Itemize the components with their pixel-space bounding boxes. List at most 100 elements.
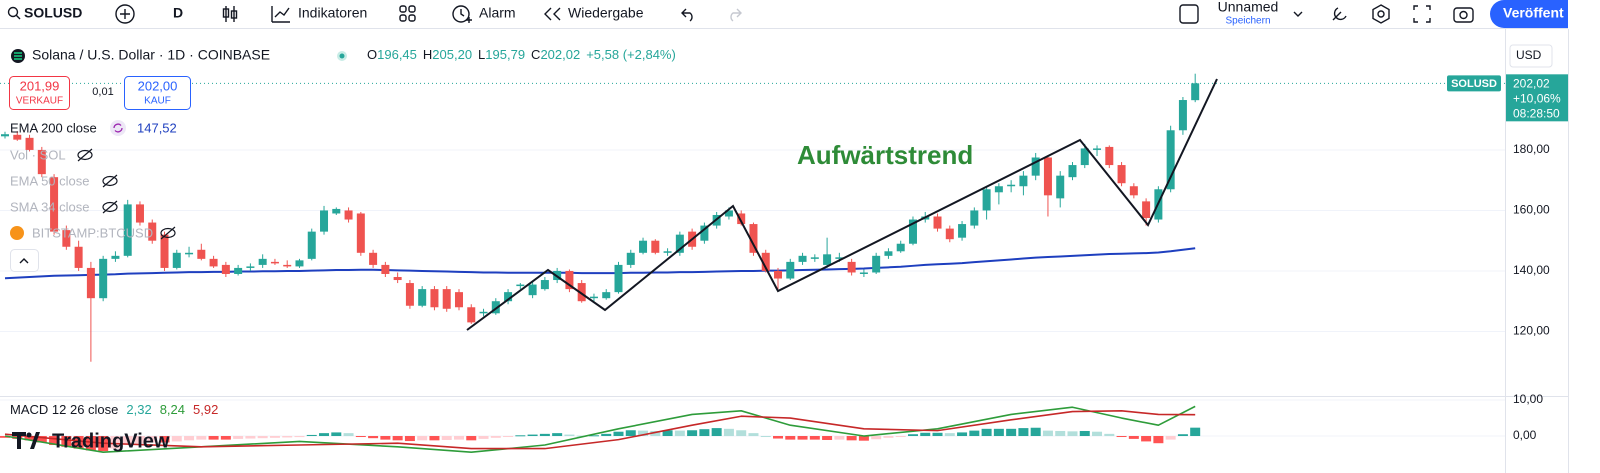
currency-button[interactable] xyxy=(1509,44,1553,68)
candle-body xyxy=(491,301,500,314)
currency[interactable]: USD xyxy=(1516,48,1542,62)
histogram-bar xyxy=(1006,428,1017,437)
candle-body xyxy=(320,210,329,232)
hidden-eye[interactable] xyxy=(102,175,118,187)
price-tag: SOLUSD 202,02+10,06%08:28:50 xyxy=(1447,74,1568,122)
layout-menu[interactable] xyxy=(1293,11,1303,17)
symbol[interactable]: SOLUSD xyxy=(24,5,82,21)
histogram-bar xyxy=(539,433,550,437)
layout-name[interactable]: Unnamed xyxy=(1218,0,1279,15)
histogram-bar xyxy=(1018,428,1029,437)
buy-price[interactable]: 202,00 xyxy=(138,78,178,93)
layout-icon[interactable] xyxy=(399,5,407,13)
replay-button[interactable]: Wiedergabe xyxy=(568,5,644,21)
save-label[interactable]: Speichern xyxy=(1225,16,1270,27)
histogram-bar xyxy=(883,436,894,438)
layout-checkbox[interactable] xyxy=(1179,4,1199,24)
candle-body xyxy=(283,264,292,267)
histogram-bar xyxy=(380,436,391,440)
candle-body xyxy=(626,252,635,265)
candle-body xyxy=(602,292,611,299)
candle-body xyxy=(565,270,574,290)
hidden-indicator[interactable]: BITSTAMP:BTCUSD xyxy=(32,225,153,240)
candle-body xyxy=(884,251,893,256)
snapshot-button[interactable] xyxy=(1453,7,1474,23)
search-icon xyxy=(15,14,21,20)
histogram-bar xyxy=(233,436,244,439)
histogram-bar xyxy=(1190,427,1201,437)
hidden-indicator[interactable]: SMA 34 close xyxy=(10,199,90,214)
histogram-bar xyxy=(993,428,1004,437)
candle-body xyxy=(418,289,427,306)
candle-body xyxy=(62,230,71,247)
buy-button[interactable] xyxy=(124,76,191,110)
candle-body xyxy=(295,260,304,267)
histogram-bar xyxy=(184,436,195,441)
indicator-sync[interactable] xyxy=(110,120,126,136)
histogram-bar xyxy=(625,430,636,437)
candle-body xyxy=(1191,83,1200,101)
quick-search[interactable] xyxy=(1332,7,1347,21)
histogram-bar xyxy=(699,429,710,437)
candle-body xyxy=(1,134,9,137)
buy-label[interactable]: KAUF xyxy=(144,96,171,107)
candle-body xyxy=(1117,165,1126,184)
alarm-icon xyxy=(452,5,470,23)
candle-body xyxy=(835,257,844,259)
histogram-bar xyxy=(122,436,133,446)
chart-type-icon xyxy=(230,10,238,19)
fullscreen-button[interactable] xyxy=(1413,5,1431,23)
histogram-bar xyxy=(24,436,35,441)
publish-button[interactable] xyxy=(1490,0,1590,28)
indicators-button[interactable]: Indikatoren xyxy=(298,5,367,21)
settings-button[interactable] xyxy=(1372,4,1390,24)
histogram-bar xyxy=(613,431,624,437)
indicator-name[interactable]: EMA 200 close xyxy=(10,120,97,135)
hidden-eye[interactable] xyxy=(102,201,118,213)
sell-price[interactable]: 201,99 xyxy=(20,78,60,93)
settings-icon xyxy=(1377,10,1385,18)
histogram-bar xyxy=(552,433,563,437)
hidden-indicator[interactable]: Vol · SOL xyxy=(10,147,66,162)
y-tick-label: 160,00 xyxy=(1513,203,1550,217)
candle-body xyxy=(1007,184,1016,187)
sell-label[interactable]: VERKAUF xyxy=(16,96,63,107)
hidden-eye[interactable] xyxy=(160,227,176,239)
alarm-icon xyxy=(460,9,472,23)
candle-body xyxy=(430,289,439,308)
collapse-legend[interactable] xyxy=(10,249,39,272)
hidden-indicator[interactable]: EMA 50 close xyxy=(10,173,90,188)
histogram-bar xyxy=(785,436,796,440)
candle-body xyxy=(13,134,22,140)
redo-button[interactable] xyxy=(730,8,742,22)
histogram-bar xyxy=(895,436,906,438)
trend-drawing[interactable] xyxy=(466,78,1218,331)
candle-body xyxy=(332,208,341,214)
histogram-bar xyxy=(1153,436,1164,444)
search-icon xyxy=(7,6,19,18)
candle-body xyxy=(774,270,783,279)
symbol-search[interactable]: SOLUSD xyxy=(7,5,83,21)
candle-body xyxy=(577,283,586,302)
histogram-bar xyxy=(331,432,342,437)
undo-button[interactable] xyxy=(681,8,693,22)
alarm-button[interactable]: Alarm xyxy=(479,5,516,21)
histogram-bar xyxy=(822,436,833,440)
compare-button[interactable] xyxy=(115,4,135,24)
candle-body xyxy=(25,137,34,150)
y-tick-label: 0,00 xyxy=(1513,428,1537,442)
candle-body xyxy=(185,252,194,255)
interval[interactable]: D xyxy=(173,5,183,21)
sell-button[interactable] xyxy=(9,76,70,110)
hidden-eye xyxy=(102,174,118,188)
candle-body xyxy=(74,246,83,268)
candle-body xyxy=(908,219,917,244)
histogram-bar xyxy=(932,432,943,437)
histogram-bar xyxy=(355,436,366,438)
price-tag-value: 202,02 xyxy=(1513,76,1550,90)
toolbar-bg xyxy=(0,0,1600,28)
candle-body xyxy=(970,210,979,226)
histogram-bar xyxy=(588,435,599,437)
hidden-eye[interactable] xyxy=(77,149,93,161)
publish-label[interactable]: Veröffent xyxy=(1503,5,1564,21)
